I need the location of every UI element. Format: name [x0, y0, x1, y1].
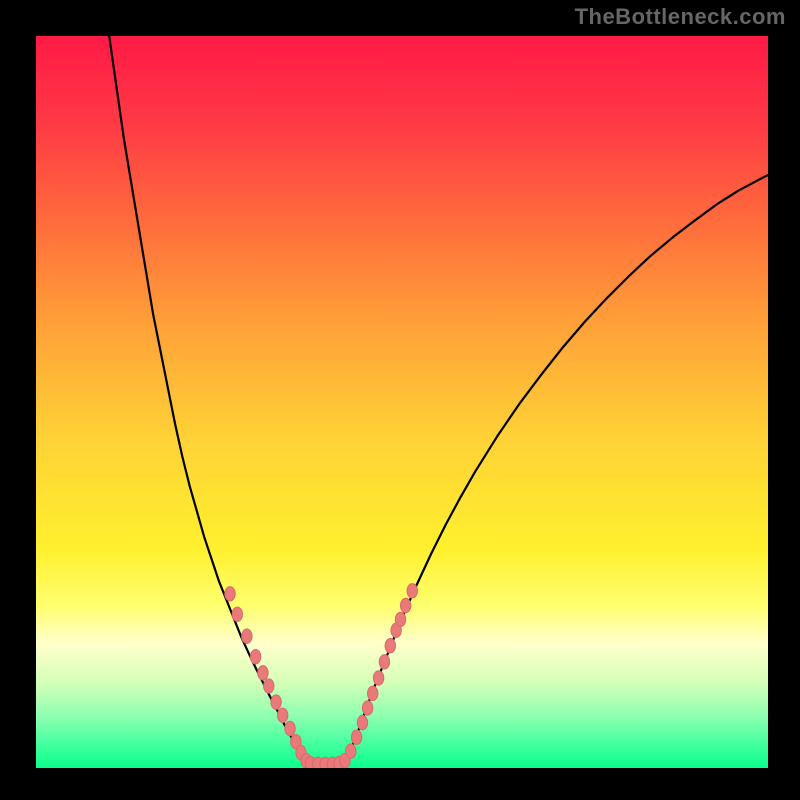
- data-marker: [395, 612, 405, 626]
- data-marker: [379, 655, 389, 669]
- data-marker: [357, 715, 367, 729]
- chart-svg: [36, 36, 768, 768]
- data-marker: [264, 679, 274, 693]
- data-marker: [346, 744, 356, 758]
- data-marker: [285, 721, 295, 735]
- gradient-background: [36, 36, 768, 768]
- data-marker: [271, 695, 281, 709]
- watermark-text: TheBottleneck.com: [575, 4, 786, 30]
- data-marker: [242, 629, 252, 643]
- data-marker: [362, 701, 372, 715]
- data-marker: [250, 650, 260, 664]
- data-marker: [373, 671, 383, 685]
- data-marker: [258, 666, 268, 680]
- data-marker: [232, 607, 242, 621]
- data-marker: [225, 587, 235, 601]
- data-marker: [277, 708, 287, 722]
- plot-area: [36, 36, 768, 768]
- data-marker: [400, 598, 410, 612]
- data-marker: [385, 639, 395, 653]
- data-marker: [351, 730, 361, 744]
- data-marker: [407, 584, 417, 598]
- chart-frame: TheBottleneck.com: [0, 0, 800, 800]
- data-marker: [368, 686, 378, 700]
